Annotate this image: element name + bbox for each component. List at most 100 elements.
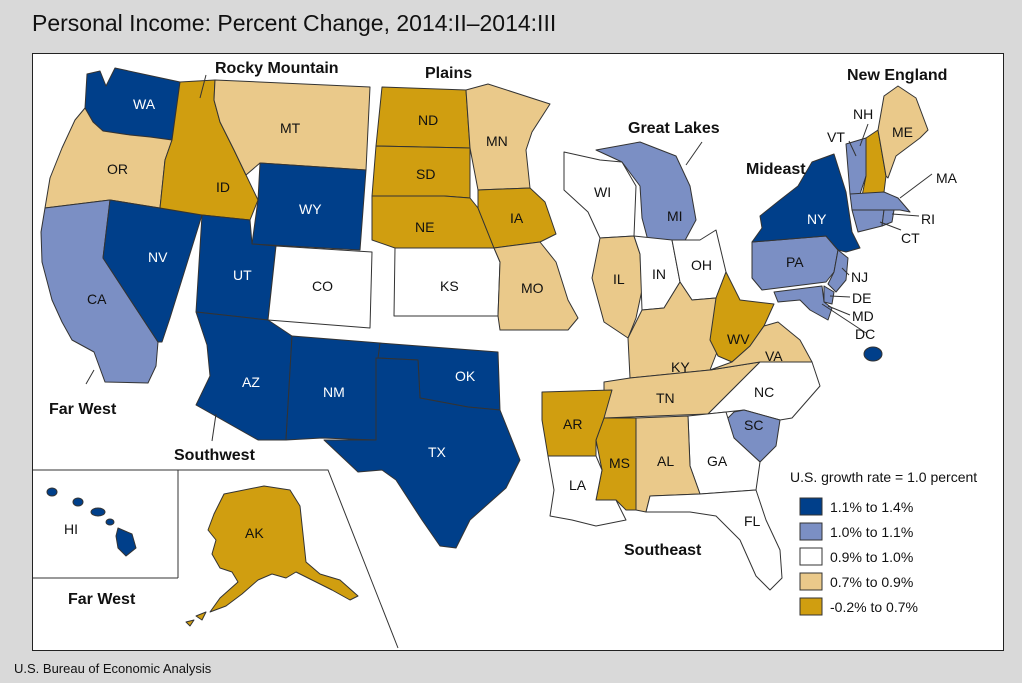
leader-lines: [85, 74, 933, 442]
label-RI: RI: [921, 211, 935, 227]
label-AL: AL: [657, 453, 674, 469]
legend-label-4: 0.7% to 0.9%: [830, 574, 913, 590]
label-AR: AR: [563, 416, 582, 432]
state-ME: [877, 85, 929, 179]
label-OR: OR: [107, 161, 128, 177]
legend-label-2: 1.0% to 1.1%: [830, 524, 913, 540]
region-far-west-inset: Far West: [68, 591, 136, 608]
state-MT: [213, 79, 371, 176]
state-NM: [285, 335, 381, 441]
state-IA: [477, 187, 557, 249]
label-ND: ND: [418, 112, 438, 128]
legend-label-1: 1.1% to 1.4%: [830, 499, 913, 515]
label-MD: MD: [852, 308, 874, 324]
label-TX: TX: [428, 444, 447, 460]
label-UT: UT: [233, 267, 252, 283]
label-LA: LA: [569, 477, 587, 493]
region-rocky-mountain: Rocky Mountain: [215, 60, 339, 77]
label-KY: KY: [671, 359, 690, 375]
region-far-west: Far West: [49, 401, 117, 418]
label-WY: WY: [299, 201, 322, 217]
label-OK: OK: [455, 368, 476, 384]
label-ME: ME: [892, 124, 913, 140]
label-SD: SD: [416, 166, 435, 182]
state-IL: [591, 235, 643, 339]
state-MD: [773, 285, 833, 321]
legend-label-5: -0.2% to 0.7%: [830, 599, 918, 615]
state-TX: [323, 357, 521, 549]
region-southwest: Southwest: [174, 447, 256, 464]
label-CT: CT: [901, 230, 920, 246]
state-NY: [751, 153, 861, 253]
legend-swatch-3: [799, 547, 823, 566]
state-MA: [849, 191, 911, 213]
label-SC: SC: [744, 417, 763, 433]
label-FL: FL: [744, 513, 761, 529]
legend-swatch-2: [799, 522, 823, 541]
state-AK: [185, 485, 359, 627]
state-LA: [547, 455, 627, 527]
label-TN: TN: [656, 390, 675, 406]
label-DE: DE: [852, 290, 871, 306]
label-VA: VA: [765, 348, 783, 364]
label-AK: AK: [245, 525, 264, 541]
label-WV: WV: [727, 331, 750, 347]
state-VT: [845, 137, 867, 195]
label-PA: PA: [786, 254, 804, 270]
label-IA: IA: [510, 210, 524, 226]
legend-note: U.S. growth rate = 1.0 percent: [790, 469, 977, 485]
state-HI: [46, 487, 137, 557]
label-NM: NM: [323, 384, 345, 400]
state-labels: WA OR CA NV ID MT WY UT CO AZ NM TX OK N…: [64, 96, 958, 541]
states-layer: [40, 67, 929, 591]
region-great-lakes: Great Lakes: [628, 120, 720, 137]
label-HI: HI: [64, 521, 78, 537]
state-RI: [881, 209, 895, 227]
legend-swatch-1: [799, 497, 823, 516]
label-WA: WA: [133, 96, 156, 112]
state-DC: [863, 346, 883, 362]
legend-label-3: 0.9% to 1.0%: [830, 549, 913, 565]
label-MO: MO: [521, 280, 544, 296]
legend-swatch-4: [799, 572, 823, 591]
state-CO: [267, 245, 373, 329]
source-credit: U.S. Bureau of Economic Analysis: [14, 661, 212, 676]
region-labels: Rocky Mountain Plains New England Great …: [49, 60, 947, 608]
legend: U.S. growth rate = 1.0 percent 1.1% to 1…: [790, 469, 977, 616]
label-ID: ID: [216, 179, 230, 195]
label-MN: MN: [486, 133, 508, 149]
label-NC: NC: [754, 384, 774, 400]
label-NJ: NJ: [851, 269, 868, 285]
state-DE: [823, 285, 835, 305]
state-AZ: [195, 311, 293, 441]
label-NV: NV: [148, 249, 168, 265]
inset-box: [33, 469, 399, 649]
label-WI: WI: [594, 184, 611, 200]
label-MS: MS: [609, 455, 630, 471]
state-MO: [493, 241, 579, 331]
region-plains: Plains: [425, 65, 472, 82]
label-MA: MA: [936, 170, 958, 186]
label-KS: KS: [440, 278, 459, 294]
label-NE: NE: [415, 219, 434, 235]
state-MN: [465, 83, 551, 191]
map-title: Personal Income: Percent Change, 2014:II…: [32, 10, 557, 36]
label-IL: IL: [613, 271, 625, 287]
label-AZ: AZ: [242, 374, 260, 390]
state-NJ: [827, 249, 849, 293]
label-MT: MT: [280, 120, 301, 136]
label-CA: CA: [87, 291, 107, 307]
label-VT: VT: [827, 129, 845, 145]
state-AR: [541, 389, 613, 457]
region-mideast: Mideast: [746, 161, 806, 178]
state-FL: [645, 489, 783, 591]
label-OH: OH: [691, 257, 712, 273]
state-WY: [251, 162, 367, 251]
label-IN: IN: [652, 266, 666, 282]
region-new-england: New England: [847, 67, 947, 84]
label-NY: NY: [807, 211, 827, 227]
label-MI: MI: [667, 208, 683, 224]
label-GA: GA: [707, 453, 728, 469]
label-DC: DC: [855, 326, 875, 342]
